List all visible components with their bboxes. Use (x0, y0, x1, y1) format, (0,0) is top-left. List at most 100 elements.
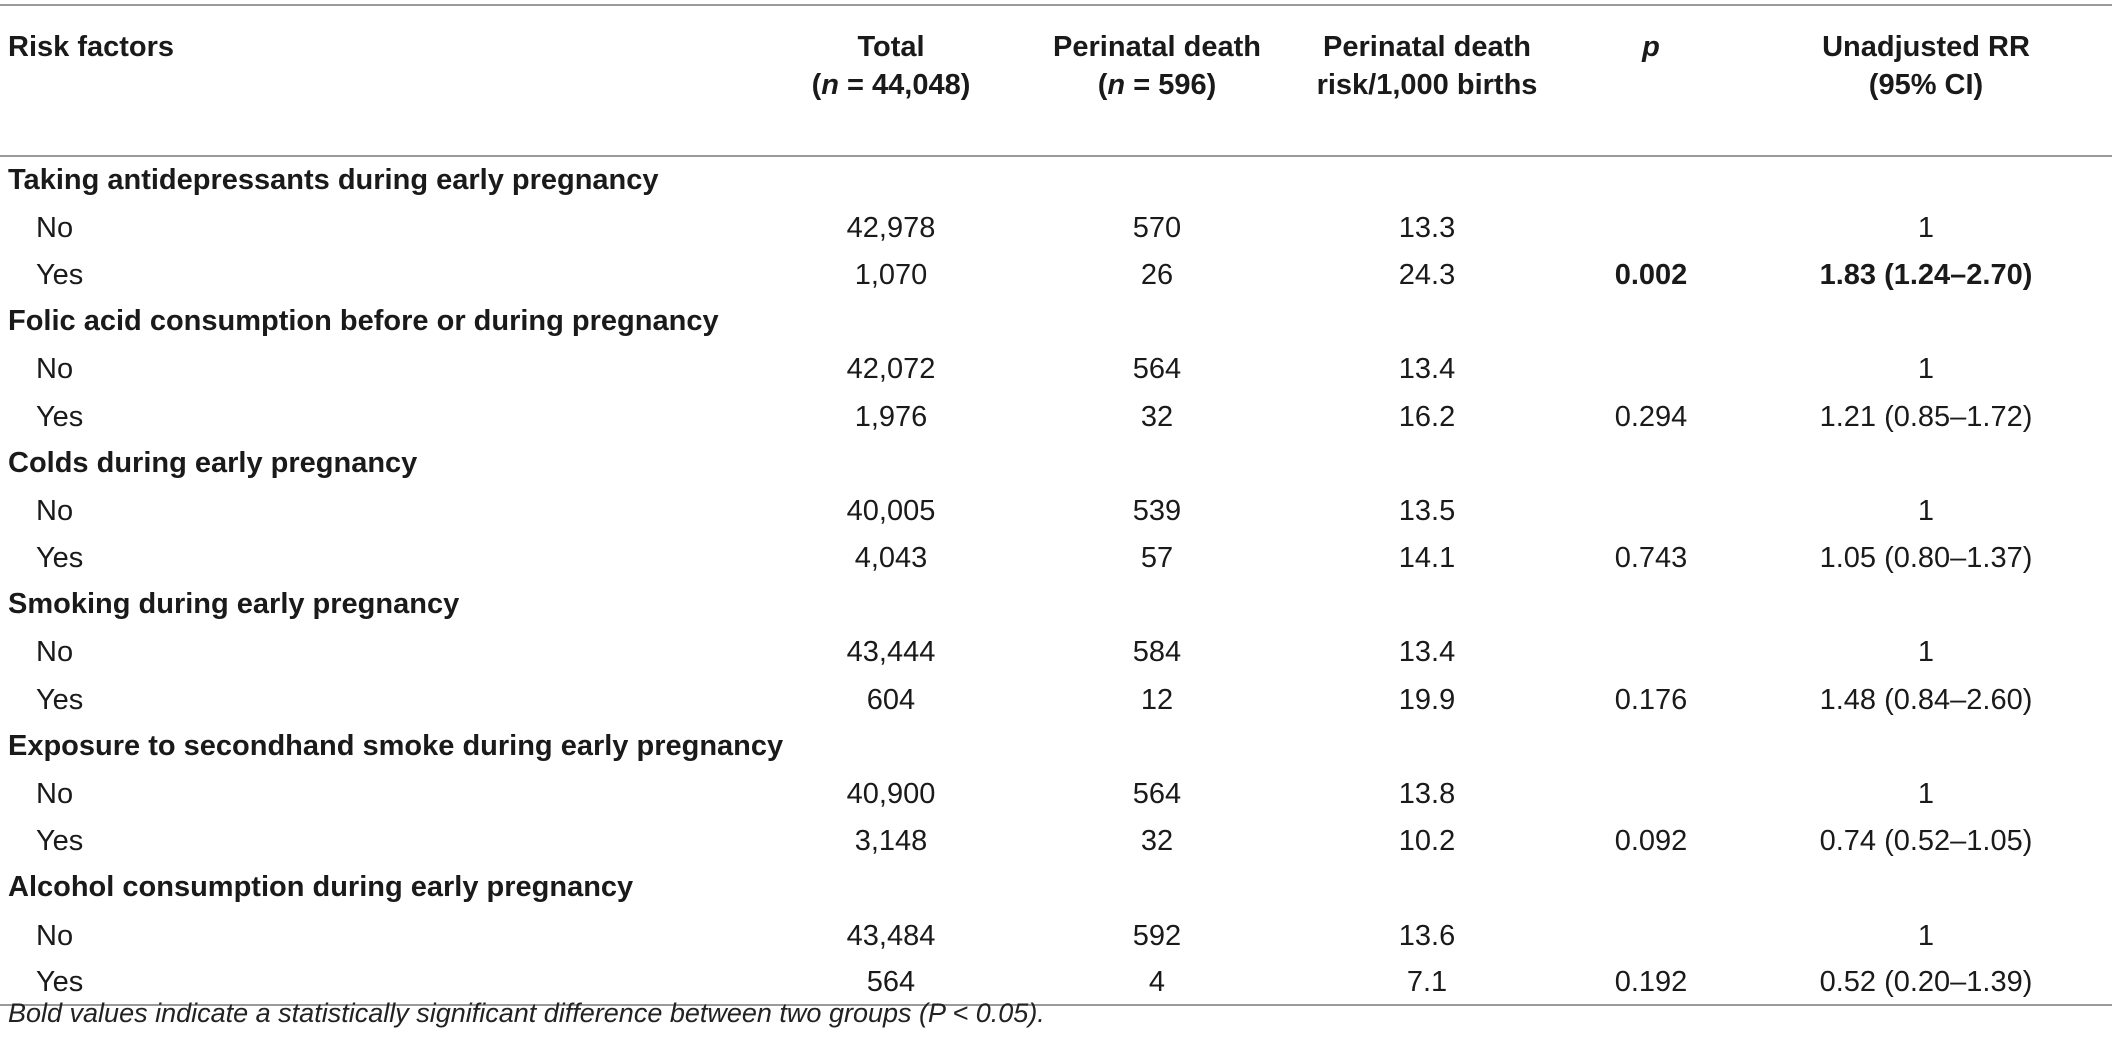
cell-p-value (1562, 911, 1740, 958)
cell-total: 1,070 (854, 258, 928, 291)
group-title: Folic acid consumption before or during … (8, 305, 719, 338)
cell-level: No (36, 636, 74, 669)
cell-risk: 19.9 (1398, 683, 1456, 716)
group-row: Exposure to secondhand smoke during earl… (0, 722, 2112, 769)
cell-level: Yes (36, 258, 84, 291)
table-row: No 42,072 564 13.4 1 (0, 345, 2112, 392)
cell-unadjusted-rr: 1 (1917, 778, 1935, 811)
table-row: No 43,444 584 13.4 1 (0, 628, 2112, 675)
group-title: Alcohol consumption during early pregnan… (8, 871, 634, 904)
cell-total: 564 (866, 966, 916, 999)
cell-total: 40,005 (846, 494, 936, 527)
cell-p-value: 0.176 (1614, 683, 1688, 716)
cell-risk: 13.4 (1398, 353, 1456, 386)
cell-total: 43,484 (846, 919, 936, 952)
cell-unadjusted-rr: 1 (1917, 636, 1935, 669)
cell-total: 3,148 (854, 825, 928, 858)
header-total: Total (n = 44,048) (811, 31, 971, 101)
table-row: Yes 3,148 32 10.2 0.092 0.74 (0.52–1.05) (0, 817, 2112, 864)
cell-risk: 13.6 (1398, 919, 1456, 952)
group-row: Taking antidepressants during early preg… (0, 156, 2112, 203)
cell-risk: 24.3 (1398, 258, 1456, 291)
table-body: Taking antidepressants during early preg… (0, 156, 2112, 1006)
cell-unadjusted-rr: 1.21 (0.85–1.72) (1819, 400, 2033, 433)
cell-p-value: 0.092 (1614, 825, 1688, 858)
table-row: Yes 4,043 57 14.1 0.743 1.05 (0.80–1.37) (0, 534, 2112, 581)
cell-total: 1,976 (854, 400, 928, 433)
cell-p-value (1562, 486, 1740, 533)
table-header: Risk factors Total (n = 44,048) Perinatal… (0, 5, 2112, 156)
group-title: Smoking during early pregnancy (8, 588, 460, 621)
cell-unadjusted-rr: 1 (1917, 353, 1935, 386)
cell-level: No (36, 211, 74, 244)
header-perinatal-death: Perinatal death (n = 596) (1053, 31, 1261, 101)
cell-p-value: 0.743 (1614, 542, 1688, 575)
cell-total: 40,900 (846, 778, 936, 811)
header-risk-per-1000: Perinatal death risk/1,000 births (1316, 31, 1538, 101)
table-row: No 40,900 564 13.8 1 (0, 769, 2112, 816)
cell-p-value (1562, 203, 1740, 250)
table-row: Yes 604 12 19.9 0.176 1.48 (0.84–2.60) (0, 675, 2112, 722)
header-row: Risk factors Total (n = 44,048) Perinatal… (0, 5, 2112, 156)
cell-perinatal-death: 564 (1132, 353, 1182, 386)
cell-level: Yes (36, 542, 84, 575)
cell-perinatal-death: 564 (1132, 778, 1182, 811)
cell-perinatal-death: 57 (1140, 542, 1174, 575)
cell-total: 42,978 (846, 211, 936, 244)
cell-perinatal-death: 570 (1132, 211, 1182, 244)
header-p-value: p (1642, 31, 1660, 63)
cell-risk: 13.8 (1398, 778, 1456, 811)
cell-total: 604 (866, 683, 916, 716)
cell-p-value: 0.002 (1614, 258, 1688, 291)
cell-unadjusted-rr: 0.52 (0.20–1.39) (1819, 966, 2033, 999)
group-title: Taking antidepressants during early preg… (8, 164, 659, 197)
cell-perinatal-death: 4 (1148, 966, 1166, 999)
cell-p-value (1562, 345, 1740, 392)
cell-unadjusted-rr: 1.83 (1.24–2.70) (1819, 258, 2033, 291)
cell-unadjusted-rr: 0.74 (0.52–1.05) (1819, 825, 2033, 858)
cell-level: No (36, 919, 74, 952)
cell-unadjusted-rr: 1 (1917, 919, 1935, 952)
cell-risk: 7.1 (1406, 966, 1448, 999)
cell-p-value: 0.192 (1614, 966, 1688, 999)
group-title: Exposure to secondhand smoke during earl… (8, 729, 784, 762)
risk-factor-table: Risk factors Total (n = 44,048) Perinatal… (0, 4, 2112, 1006)
cell-level: No (36, 494, 74, 527)
cell-perinatal-death: 584 (1132, 636, 1182, 669)
cell-level: No (36, 353, 74, 386)
group-row: Colds during early pregnancy (0, 439, 2112, 486)
cell-total: 42,072 (846, 353, 936, 386)
cell-total: 4,043 (854, 542, 928, 575)
cell-perinatal-death: 592 (1132, 919, 1182, 952)
cell-risk: 13.3 (1398, 211, 1456, 244)
table-row: Yes 1,070 26 24.3 0.002 1.83 (1.24–2.70) (0, 250, 2112, 297)
table-footnote: Bold values indicate a statistically sig… (8, 998, 1045, 1028)
cell-unadjusted-rr: 1.05 (0.80–1.37) (1819, 542, 2033, 575)
table-row: Yes 564 4 7.1 0.192 0.52 (0.20–1.39) (0, 958, 2112, 1006)
cell-perinatal-death: 26 (1140, 258, 1174, 291)
cell-level: Yes (36, 400, 84, 433)
table-row: No 40,005 539 13.5 1 (0, 486, 2112, 533)
group-row: Folic acid consumption before or during … (0, 298, 2112, 345)
cell-unadjusted-rr: 1.48 (0.84–2.60) (1819, 683, 2033, 716)
cell-total: 43,444 (846, 636, 936, 669)
cell-perinatal-death: 539 (1132, 494, 1182, 527)
cell-unadjusted-rr: 1 (1917, 494, 1935, 527)
cell-level: Yes (36, 825, 84, 858)
cell-perinatal-death: 12 (1140, 683, 1174, 716)
cell-level: Yes (36, 683, 84, 716)
table-row: Yes 1,976 32 16.2 0.294 1.21 (0.85–1.72) (0, 392, 2112, 439)
cell-level: No (36, 778, 74, 811)
group-row: Smoking during early pregnancy (0, 581, 2112, 628)
group-title: Colds during early pregnancy (8, 446, 418, 479)
cell-risk: 13.4 (1398, 636, 1456, 669)
cell-level: Yes (36, 966, 84, 999)
cell-risk: 14.1 (1398, 542, 1456, 575)
cell-risk: 16.2 (1398, 400, 1456, 433)
cell-perinatal-death: 32 (1140, 400, 1174, 433)
cell-unadjusted-rr: 1 (1917, 211, 1935, 244)
cell-p-value (1562, 628, 1740, 675)
cell-risk: 10.2 (1398, 825, 1456, 858)
table-row: No 42,978 570 13.3 1 (0, 203, 2112, 250)
